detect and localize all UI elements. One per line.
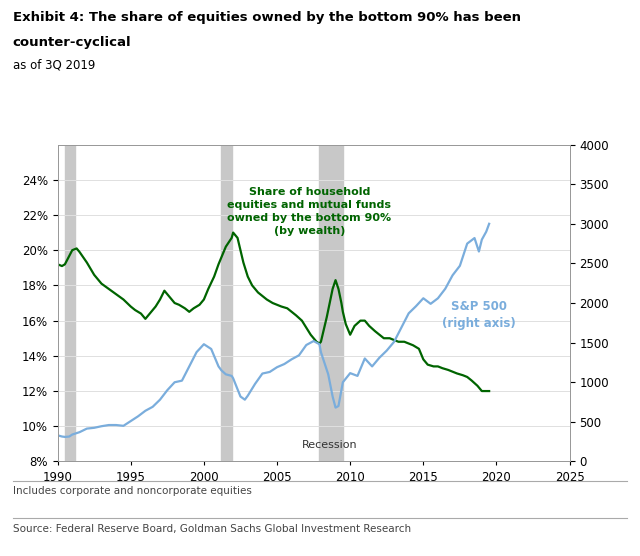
Bar — [221, 145, 232, 461]
Text: Exhibit 4: The share of equities owned by the bottom 90% has been: Exhibit 4: The share of equities owned b… — [13, 11, 521, 24]
Text: Source: Federal Reserve Board, Goldman Sachs Global Investment Research: Source: Federal Reserve Board, Goldman S… — [13, 524, 411, 534]
Text: as of 3Q 2019: as of 3Q 2019 — [13, 58, 95, 71]
Text: S&P 500
(right axis): S&P 500 (right axis) — [442, 300, 516, 330]
Text: Includes corporate and noncorporate equities: Includes corporate and noncorporate equi… — [13, 486, 252, 497]
Text: Recession: Recession — [302, 440, 358, 450]
Bar — [65, 145, 75, 461]
Bar — [319, 145, 343, 461]
Text: Share of household
equities and mutual funds
owned by the bottom 90%
(by wealth): Share of household equities and mutual f… — [227, 187, 391, 236]
Text: counter-cyclical: counter-cyclical — [13, 36, 131, 49]
